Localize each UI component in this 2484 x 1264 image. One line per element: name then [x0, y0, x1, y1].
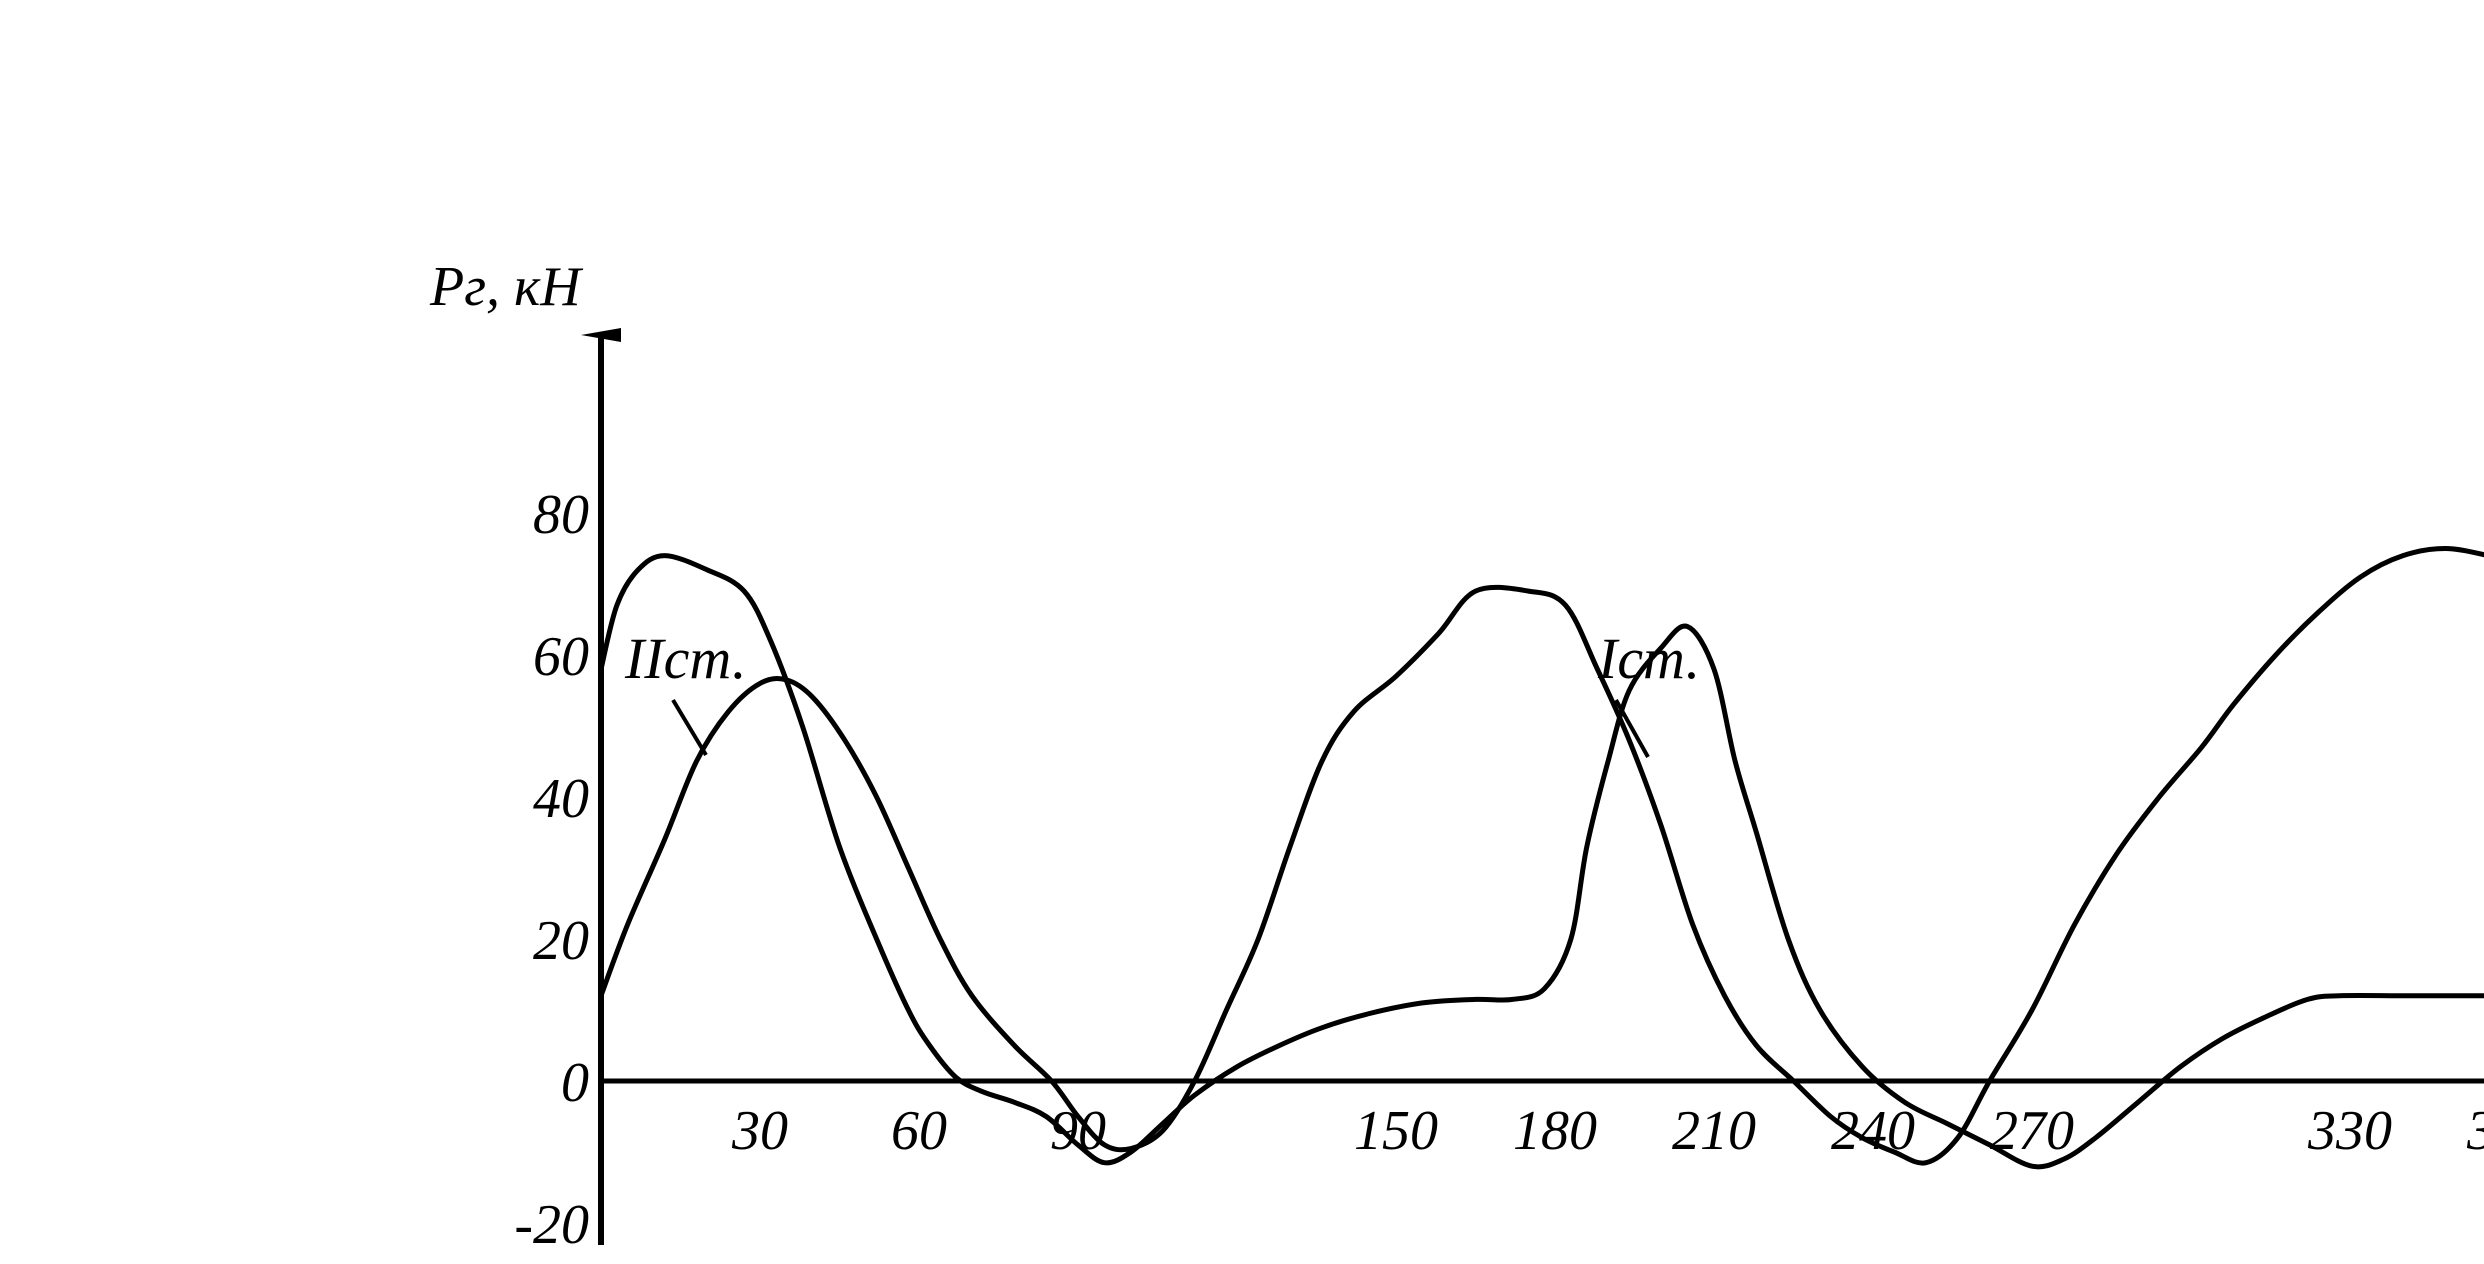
x-tick-label: 60: [891, 1100, 947, 1162]
y-tick-label: 80: [533, 484, 589, 546]
y-tick-label: 60: [533, 626, 589, 688]
series-label-ii-st: IIст.: [624, 626, 746, 691]
series-line-i-st: [598, 546, 2484, 1166]
y-tick-label: -20: [514, 1194, 589, 1256]
y-tick-label: 20: [533, 910, 589, 972]
x-tick-label: 360: [2466, 1100, 2484, 1162]
x-tick-label: 90: [1050, 1100, 1106, 1162]
y-tick-label: 40: [533, 768, 589, 830]
y-axis-title: Pг, кН: [429, 256, 583, 318]
series-leader-line: [1614, 699, 1650, 758]
x-tick-label: 210: [1672, 1100, 1756, 1162]
axes: [581, 328, 2484, 1245]
series-line-ii-st: [598, 553, 2484, 1170]
series-leader-line: [671, 698, 708, 757]
tick-labels: 306090150180210240270330360806040200-20: [514, 484, 2484, 1256]
series-label-i-st: Iст.: [1597, 626, 1700, 691]
x-tick-label: 330: [2307, 1100, 2392, 1162]
x-tick-label: 180: [1513, 1100, 1597, 1162]
x-tick-label: 240: [1831, 1100, 1915, 1162]
x-tick-label: 150: [1354, 1100, 1438, 1162]
x-tick-label: 30: [731, 1100, 788, 1162]
y-tick-label: 0: [561, 1052, 589, 1114]
series-annotations: IIст. Iст.: [624, 626, 1700, 758]
series-lines: [598, 546, 2484, 1170]
